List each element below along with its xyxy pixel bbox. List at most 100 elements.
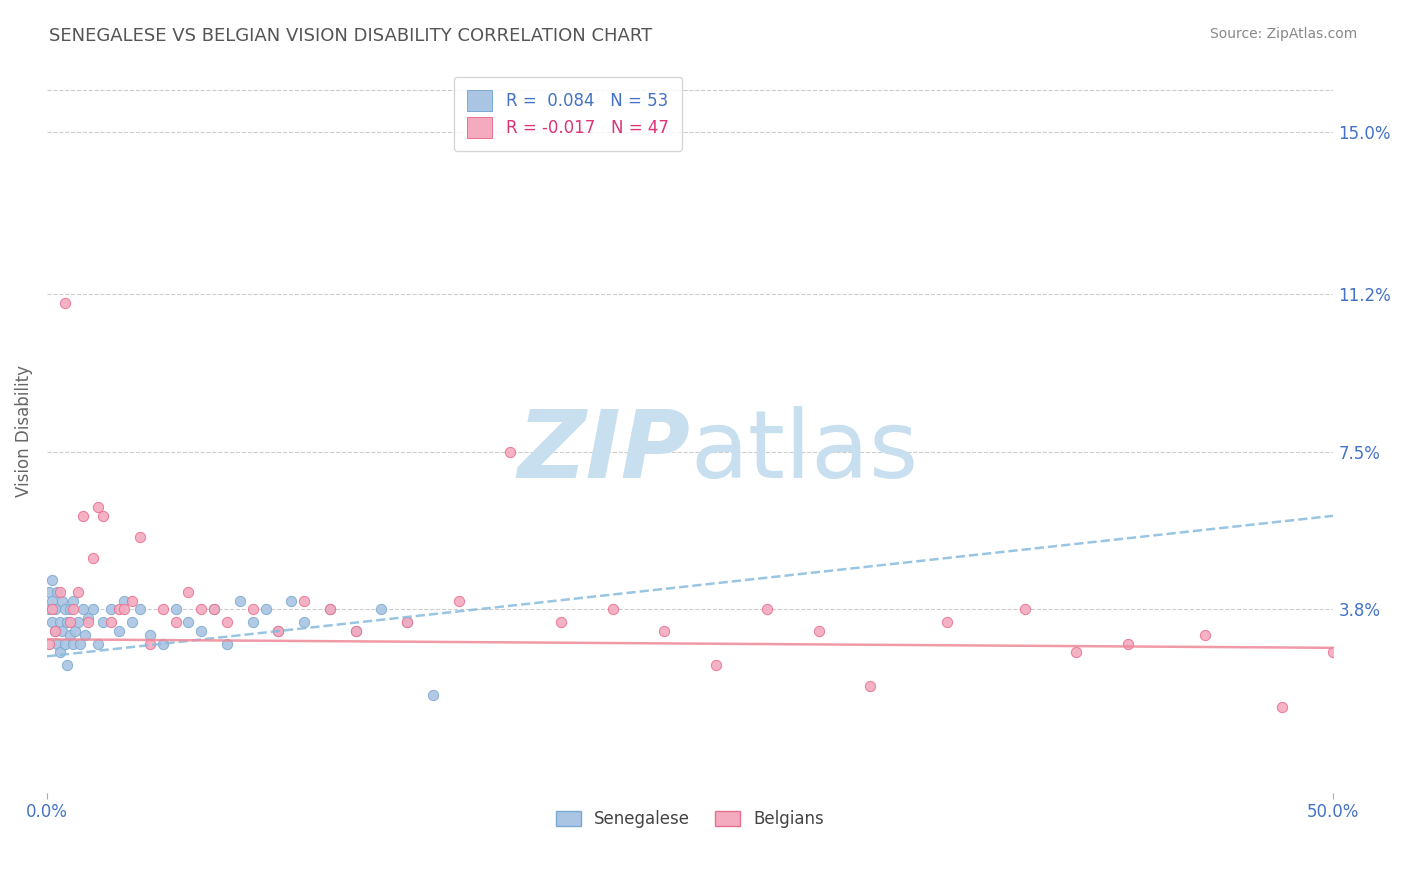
Point	[602, 602, 624, 616]
Point	[77, 611, 100, 625]
Point	[59, 602, 82, 616]
Point	[38, 636, 60, 650]
Point	[69, 636, 91, 650]
Point	[121, 615, 143, 630]
Point	[704, 657, 727, 672]
Point	[152, 636, 174, 650]
Point	[48, 585, 70, 599]
Point	[396, 615, 419, 630]
Point	[112, 602, 135, 616]
Point	[550, 615, 572, 630]
Point	[38, 585, 60, 599]
Point	[128, 530, 150, 544]
Point	[319, 602, 342, 616]
Point	[38, 602, 60, 616]
Point	[202, 602, 225, 616]
Point	[190, 602, 212, 616]
Point	[1064, 645, 1087, 659]
Point	[75, 628, 97, 642]
Point	[112, 594, 135, 608]
Point	[93, 615, 115, 630]
Point	[807, 624, 830, 638]
Point	[215, 636, 238, 650]
Point	[447, 594, 470, 608]
Point	[41, 602, 63, 616]
Text: atlas: atlas	[690, 407, 918, 499]
Point	[165, 602, 187, 616]
Point	[93, 508, 115, 523]
Point	[44, 624, 66, 638]
Point	[121, 594, 143, 608]
Point	[139, 636, 162, 650]
Point	[44, 602, 66, 616]
Point	[177, 585, 200, 599]
Point	[267, 624, 290, 638]
Point	[319, 602, 342, 616]
Point	[242, 615, 264, 630]
Point	[756, 602, 779, 616]
Point	[422, 688, 444, 702]
Point	[396, 615, 419, 630]
Point	[215, 615, 238, 630]
Text: SENEGALESE VS BELGIAN VISION DISABILITY CORRELATION CHART: SENEGALESE VS BELGIAN VISION DISABILITY …	[49, 27, 652, 45]
Point	[62, 602, 84, 616]
Point	[41, 594, 63, 608]
Point	[51, 594, 73, 608]
Point	[62, 636, 84, 650]
Text: Source: ZipAtlas.com: Source: ZipAtlas.com	[1209, 27, 1357, 41]
Point	[48, 645, 70, 659]
Point	[62, 594, 84, 608]
Point	[66, 585, 89, 599]
Point	[48, 615, 70, 630]
Point	[53, 295, 76, 310]
Text: ZIP: ZIP	[517, 407, 690, 499]
Point	[1194, 628, 1216, 642]
Point	[82, 602, 104, 616]
Point	[59, 615, 82, 630]
Point	[56, 657, 79, 672]
Point	[344, 624, 367, 638]
Point	[654, 624, 676, 638]
Point	[46, 636, 69, 650]
Legend: Senegalese, Belgians: Senegalese, Belgians	[550, 804, 831, 835]
Y-axis label: Vision Disability: Vision Disability	[15, 365, 32, 497]
Point	[139, 628, 162, 642]
Point	[128, 602, 150, 616]
Point	[66, 615, 89, 630]
Point	[72, 508, 94, 523]
Point	[190, 624, 212, 638]
Point	[1322, 645, 1344, 659]
Point	[59, 628, 82, 642]
Point	[100, 602, 122, 616]
Point	[292, 615, 315, 630]
Point	[229, 594, 252, 608]
Point	[344, 624, 367, 638]
Point	[51, 624, 73, 638]
Point	[280, 594, 302, 608]
Point	[56, 615, 79, 630]
Point	[53, 636, 76, 650]
Point	[87, 500, 110, 515]
Point	[499, 445, 522, 459]
Point	[177, 615, 200, 630]
Point	[1014, 602, 1036, 616]
Point	[44, 624, 66, 638]
Point	[77, 615, 100, 630]
Point	[53, 602, 76, 616]
Point	[242, 602, 264, 616]
Point	[63, 624, 86, 638]
Point	[72, 602, 94, 616]
Point	[46, 585, 69, 599]
Point	[108, 602, 131, 616]
Point	[41, 573, 63, 587]
Point	[267, 624, 290, 638]
Point	[41, 615, 63, 630]
Point	[1271, 700, 1294, 714]
Point	[82, 551, 104, 566]
Point	[165, 615, 187, 630]
Point	[254, 602, 277, 616]
Point	[87, 636, 110, 650]
Point	[100, 615, 122, 630]
Point	[370, 602, 392, 616]
Point	[292, 594, 315, 608]
